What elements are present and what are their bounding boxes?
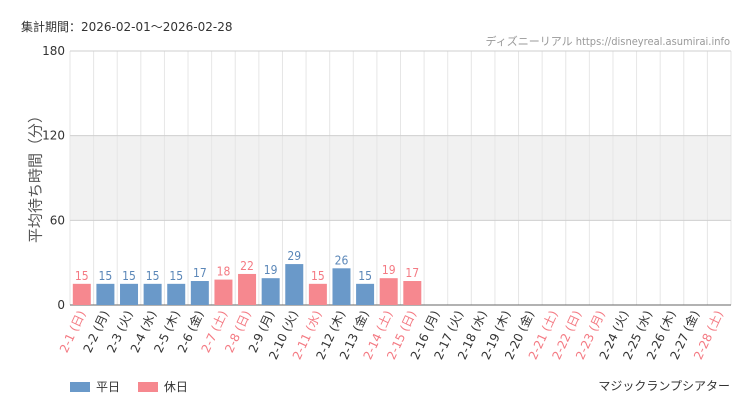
bar xyxy=(238,273,257,305)
bar xyxy=(403,281,422,305)
data-label: 15 xyxy=(358,269,372,283)
data-label: 15 xyxy=(75,269,89,283)
bar xyxy=(143,283,162,305)
y-tick-label: 0 xyxy=(57,298,65,312)
data-label: 18 xyxy=(217,265,231,279)
legend-label-holiday: 休日 xyxy=(163,380,188,394)
legend-label-weekday: 平日 xyxy=(96,380,121,394)
data-label: 17 xyxy=(193,266,207,280)
bar xyxy=(285,264,304,305)
data-label: 26 xyxy=(335,253,349,267)
source-credit: ディズニーリアル https://disneyreal.asumirai.inf… xyxy=(485,35,730,48)
data-label: 29 xyxy=(287,249,301,263)
attraction-name: マジックランプシアター xyxy=(598,379,730,393)
legend-swatch-holiday xyxy=(137,381,158,392)
y-tick-label: 120 xyxy=(42,129,65,143)
bar xyxy=(261,278,280,305)
data-label: 17 xyxy=(405,266,419,280)
legend-item-holiday[interactable]: 休日 xyxy=(137,378,188,395)
period-label: 集計期間：2026-02-01～2026-02-28 xyxy=(21,20,233,34)
bar xyxy=(308,283,327,305)
bar xyxy=(120,283,139,305)
bar xyxy=(96,283,115,305)
y-tick-label: 60 xyxy=(50,213,65,227)
data-label: 15 xyxy=(99,269,113,283)
data-label: 15 xyxy=(122,269,136,283)
legend-item-weekday[interactable]: 平日 xyxy=(70,378,120,395)
bar xyxy=(214,279,233,305)
bar xyxy=(190,281,209,305)
bar xyxy=(72,283,91,305)
bar xyxy=(332,268,351,305)
data-label: 19 xyxy=(382,263,396,277)
data-label: 15 xyxy=(311,269,325,283)
y-tick-label: 180 xyxy=(42,44,65,58)
bar xyxy=(167,283,186,305)
data-label: 15 xyxy=(146,269,160,283)
data-label: 19 xyxy=(264,263,278,277)
data-label: 15 xyxy=(169,269,183,283)
bar xyxy=(379,278,398,305)
legend-swatch-weekday xyxy=(70,381,90,392)
legend: 平日 休日 xyxy=(70,378,202,395)
bar xyxy=(356,283,375,305)
data-label: 22 xyxy=(240,259,254,273)
